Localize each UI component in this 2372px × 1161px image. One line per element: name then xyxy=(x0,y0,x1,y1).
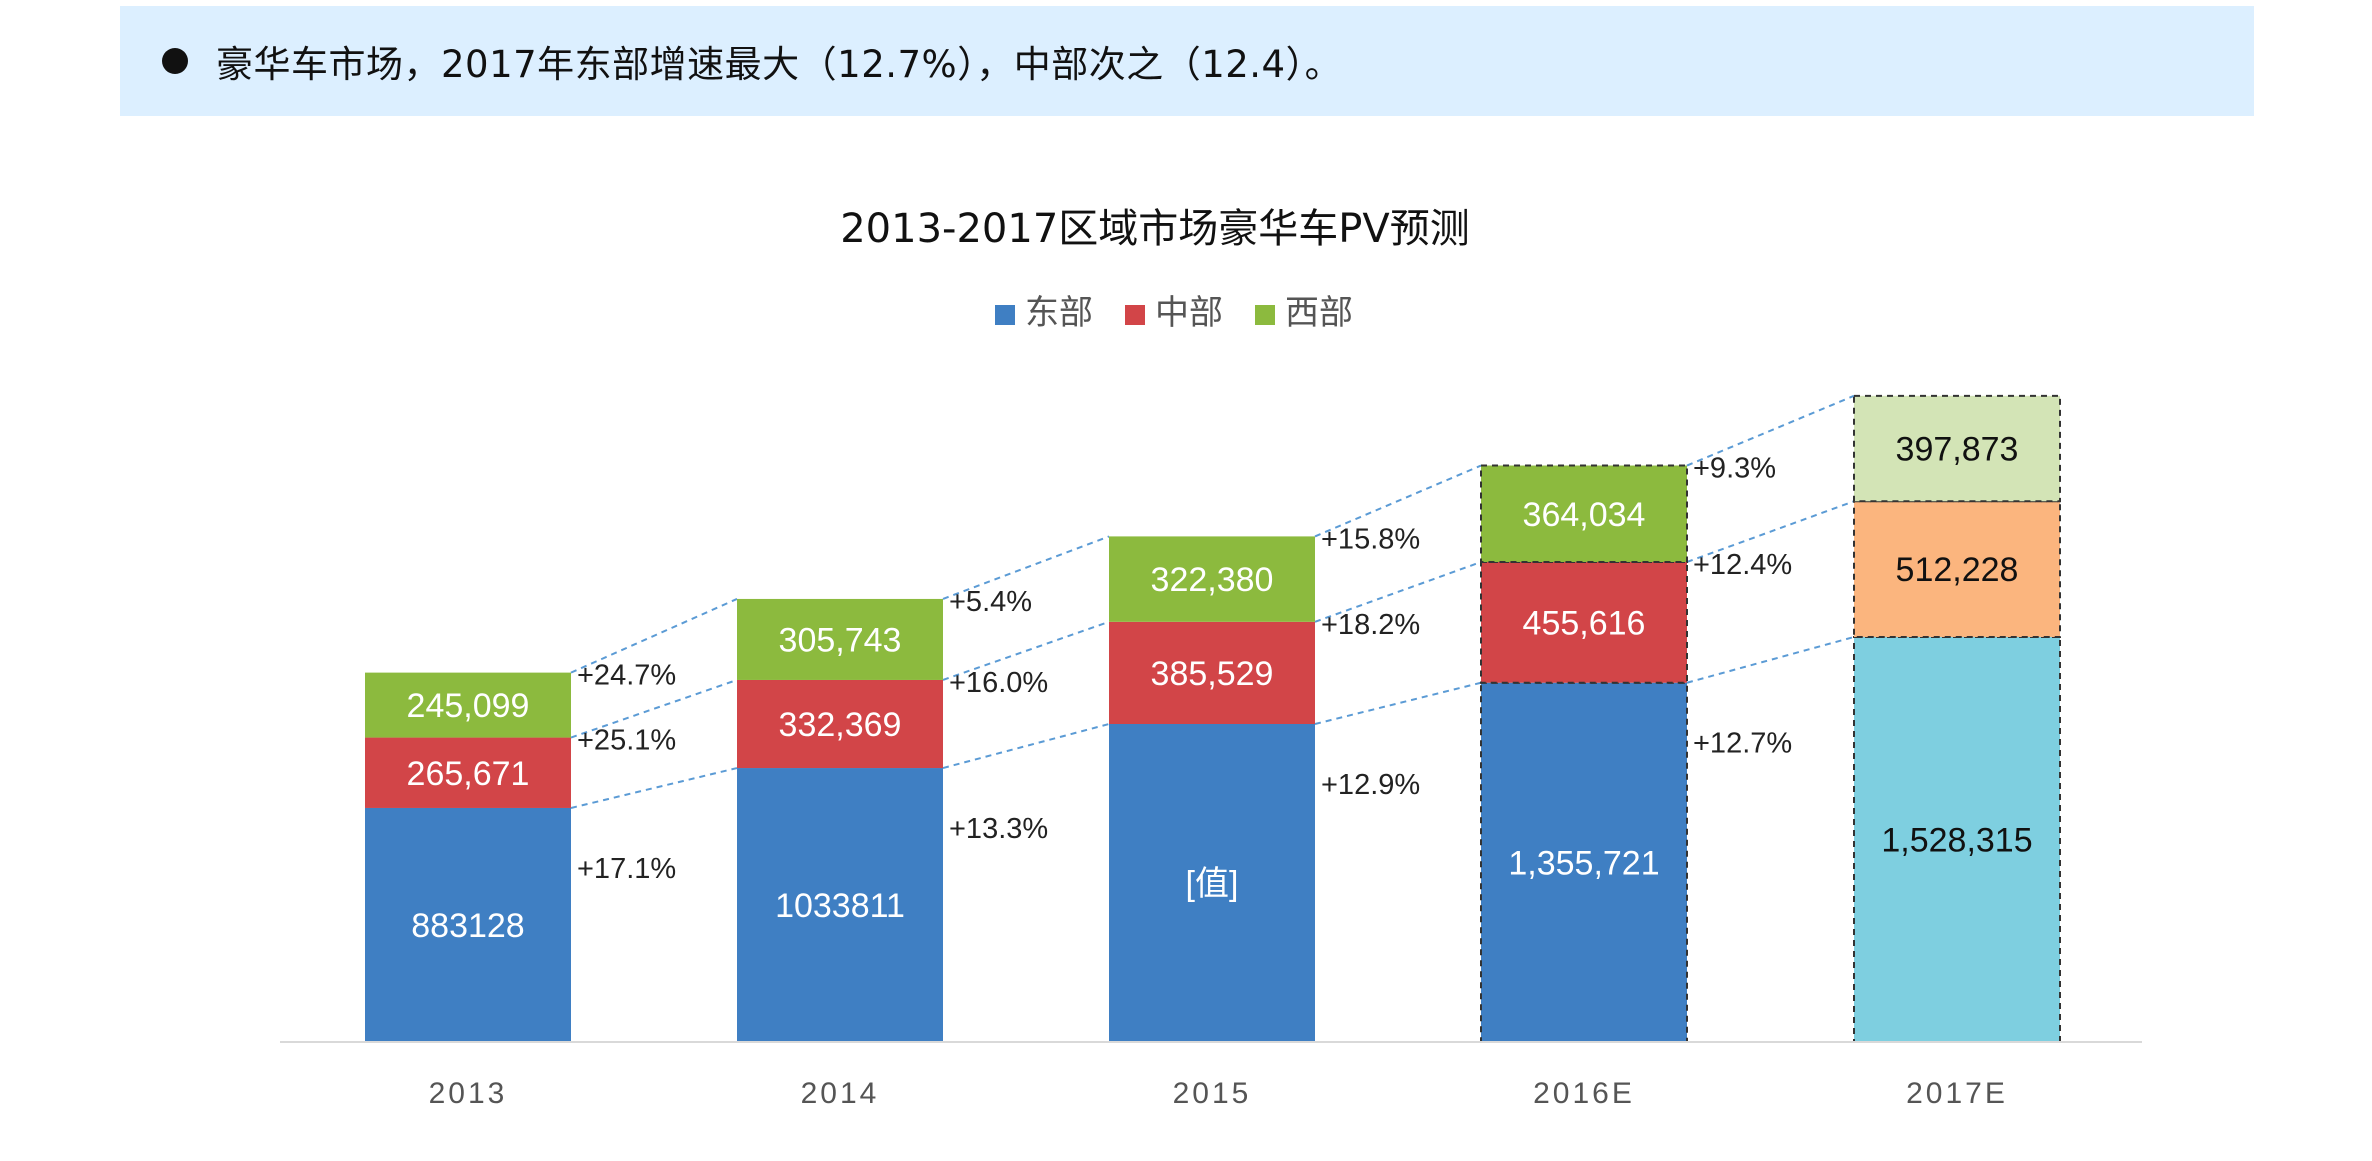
connector-东部-2 xyxy=(1314,681,1482,725)
x-axis-ticks: 2013 2014 2015 2016E 2017E xyxy=(429,1077,2008,1110)
growth-label-东部-2015: +12.9% xyxy=(1321,769,1420,801)
bar-segment-西部-2017E xyxy=(1853,394,2061,503)
value-label-东部-2017E: 1,528,315 xyxy=(1881,821,2032,859)
summary-banner: 豪华车市场，2017年东部增速最大（12.7%），中部次之（12.4）。 xyxy=(120,6,2254,116)
bar-segment-中部-2015 xyxy=(1109,621,1315,724)
x-tick-2017E: 2017E xyxy=(1906,1077,2008,1110)
legend-label-2: 中部 xyxy=(1155,293,1223,333)
connector-中部-1 xyxy=(942,620,1110,681)
value-label-中部-2015: 385,529 xyxy=(1151,655,1274,693)
legend-swatch-3 xyxy=(1255,305,1275,325)
growth-label-中部-2016E: +12.4% xyxy=(1693,549,1792,581)
bar-segment-中部-2013 xyxy=(365,737,571,808)
value-label-西部-2016E: 364,034 xyxy=(1523,496,1646,534)
x-tick-2015: 2015 xyxy=(1173,1077,1252,1110)
chart-title: 2013-2017区域市场豪华车PV预测 xyxy=(840,206,1470,252)
bar-segment-中部-2016E xyxy=(1480,560,1688,684)
growth-label-中部-2013: +25.1% xyxy=(577,725,676,757)
growth-label-东部-2013: +17.1% xyxy=(577,853,676,885)
connector-东部-0 xyxy=(570,767,738,809)
bar-segment-东部-2014 xyxy=(737,768,943,1042)
x-tick-2016E: 2016E xyxy=(1533,1077,1635,1110)
connector-东部-1 xyxy=(942,723,1110,770)
value-label-中部-2013: 265,671 xyxy=(407,755,530,793)
x-tick-2014: 2014 xyxy=(801,1077,880,1110)
growth-label-西部-2016E: +9.3% xyxy=(1693,453,1776,485)
value-label-西部-2014: 305,743 xyxy=(779,621,902,659)
value-label-中部-2014: 332,369 xyxy=(779,706,902,744)
bar-segment-西部-2013 xyxy=(365,672,571,738)
connector-中部-3 xyxy=(1686,500,1855,563)
growth-label-中部-2014: +16.0% xyxy=(949,667,1048,699)
connector-中部-0 xyxy=(570,679,738,739)
growth-label-东部-2014: +13.3% xyxy=(949,813,1048,845)
value-label-东部-2014: 1033811 xyxy=(775,887,905,925)
bars: 883128 265,671 245,099 1033811 332,369 305,74… xyxy=(365,394,2061,1043)
bar-segment-东部-2016E xyxy=(1480,681,1688,1043)
growth-label-西部-2014: +5.4% xyxy=(949,586,1032,618)
growth-connectors xyxy=(570,394,1855,809)
bullet-icon xyxy=(162,48,188,74)
bar-segment-西部-2014 xyxy=(737,598,943,680)
legend-label-1: 东部 xyxy=(1025,293,1093,333)
value-label-东部-2013: 883128 xyxy=(411,907,524,945)
connector-中部-2 xyxy=(1314,561,1482,623)
bar-segment-中部-2017E xyxy=(1853,500,2061,638)
x-tick-2013: 2013 xyxy=(429,1077,508,1110)
connector-东部-3 xyxy=(1686,636,1855,684)
connector-西部-1 xyxy=(942,535,1110,600)
value-label-西部-2013: 245,099 xyxy=(407,687,530,725)
growth-label-东部-2016E: +12.7% xyxy=(1693,728,1792,760)
bar-segment-东部-2017E xyxy=(1853,635,2061,1043)
bar-segment-西部-2016E xyxy=(1480,464,1688,563)
value-label-中部-2017E: 512,228 xyxy=(1896,551,2019,589)
growth-labels: +17.1% +25.1% +24.7% +13.3% +16.0% +5.4% +12.9… xyxy=(577,453,1792,885)
growth-label-西部-2015: +15.8% xyxy=(1321,523,1420,555)
bar-segment-西部-2015 xyxy=(1109,536,1315,622)
bar-segment-中部-2014 xyxy=(737,679,943,769)
legend-label-3: 西部 xyxy=(1285,293,1353,333)
bar-segment-东部-2013 xyxy=(365,807,571,1042)
legend-swatch-1 xyxy=(995,305,1015,325)
growth-label-中部-2015: +18.2% xyxy=(1321,609,1420,641)
value-label-中部-2016E: 455,616 xyxy=(1523,604,1646,642)
legend-swatch-2 xyxy=(1125,305,1145,325)
connector-西部-2 xyxy=(1314,464,1482,538)
connector-西部-3 xyxy=(1686,394,1855,467)
growth-label-西部-2013: +24.7% xyxy=(577,660,676,692)
summary-text: 豪华车市场，2017年东部增速最大（12.7%），中部次之（12.4）。 xyxy=(216,43,1343,86)
value-label-西部-2015: 322,380 xyxy=(1151,561,1274,599)
value-label-东部-2015: [值] xyxy=(1186,865,1239,903)
bar-segment-东部-2015 xyxy=(1109,724,1315,1042)
connector-西部-0 xyxy=(570,598,738,674)
legend: 东部 中部 西部 xyxy=(995,293,1353,333)
value-label-西部-2017E: 397,873 xyxy=(1896,431,2019,469)
value-label-东部-2016E: 1,355,721 xyxy=(1508,844,1659,882)
